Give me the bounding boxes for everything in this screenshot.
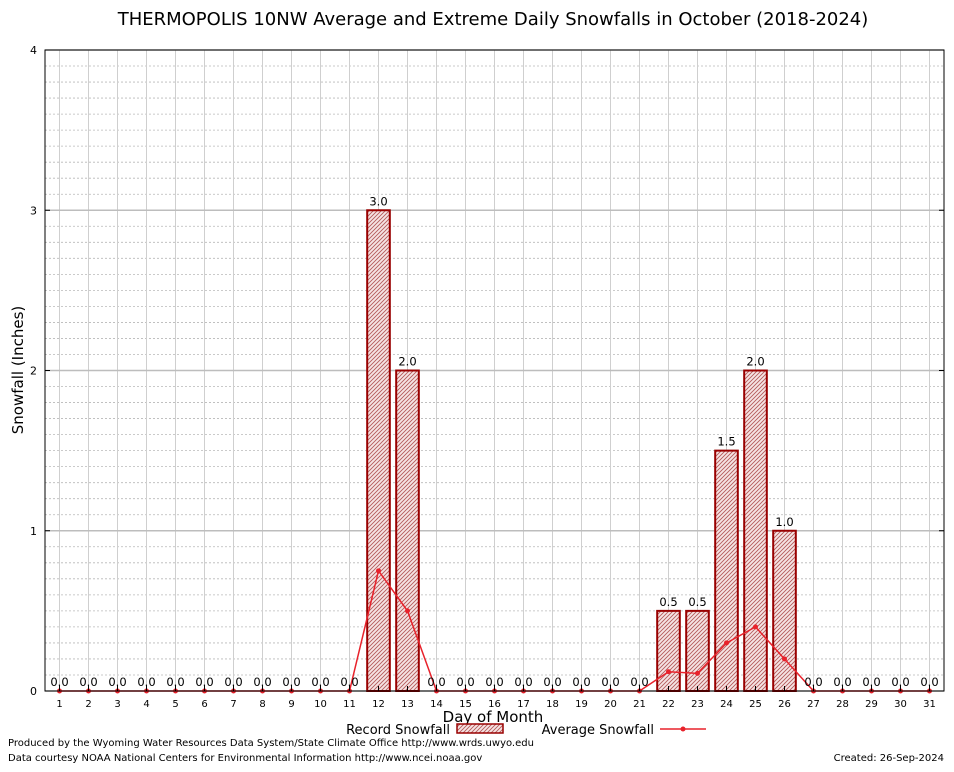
data-label: 0.0 [79,675,97,689]
x-tick-label: 7 [230,699,236,710]
x-tick-label: 13 [401,699,414,710]
data-label: 3.0 [369,194,387,208]
x-tick-label: 18 [546,699,559,710]
average-point [666,669,671,675]
average-point [695,670,700,676]
x-tick-label: 16 [488,699,501,710]
footer-data-courtesy: Data courtesy NOAA National Centers for … [8,753,483,764]
record-bar [395,369,420,692]
data-label: 0.0 [340,675,358,689]
legend: Record Snowfall Average Snowfall [346,723,706,738]
x-tick-label: 30 [894,699,907,710]
record-bar [366,209,391,692]
data-label: 0.0 [282,675,300,689]
x-tick-label: 19 [575,699,588,710]
grid [45,49,944,692]
average-point [405,608,410,614]
x-tick-label: 15 [459,699,472,710]
x-tick-label: 21 [633,699,646,710]
data-label: 0.0 [572,675,590,689]
y-tick-label: 0 [30,685,37,698]
x-tick-label: 26 [778,699,791,710]
footer-produced-by: Produced by the Wyoming Water Resources … [8,738,534,749]
data-label: 0.0 [485,675,503,689]
average-point [376,568,381,574]
data-label: 0.0 [195,675,213,689]
data-label: 0.5 [688,595,706,609]
data-label: 0.0 [630,675,648,689]
x-tick-label: 31 [923,699,936,710]
value-labels: 0.0 0.0 0.0 0.0 0.0 0.0 0.0 0.0 0.0 0.0 0.0 3.0 2.0 0… [50,194,938,689]
x-tick-label: 22 [662,699,675,710]
chart-title: THERMOPOLIS 10NW Average and Extreme Dai… [117,9,869,30]
x-tick-label: 28 [836,699,849,710]
y-tick-label: 4 [30,44,37,57]
x-tick-label: 2 [85,699,91,710]
legend-record-label: Record Snowfall [346,723,450,738]
y-tick-label: 1 [30,525,37,538]
data-label: 0.0 [137,675,155,689]
data-label: 0.5 [659,595,677,609]
x-tick-label: 10 [314,699,327,710]
average-point [724,640,729,646]
x-tick-label: 27 [807,699,820,710]
x-tick-label: 6 [201,699,207,710]
data-label: 0.0 [311,675,329,689]
x-tick-label: 12 [372,699,385,710]
record-bars [366,209,797,692]
x-tick-label: 25 [749,699,762,710]
data-label: 0.0 [224,675,242,689]
x-tick-label: 11 [343,699,356,710]
data-label: 1.0 [775,515,793,529]
legend-average-label: Average Snowfall [542,723,654,738]
x-tick-label: 1 [56,699,62,710]
data-label: 2.0 [398,355,416,369]
data-label: 0.0 [804,675,822,689]
data-label: 0.0 [253,675,271,689]
record-bar [685,609,710,692]
data-label: 0.0 [920,675,938,689]
x-tick-label: 4 [143,699,149,710]
y-tick-label: 3 [30,204,37,217]
data-label: 0.0 [108,675,126,689]
data-label: 0.0 [456,675,474,689]
data-label: 0.0 [514,675,532,689]
data-label: 0.0 [891,675,909,689]
data-label: 0.0 [50,675,68,689]
legend-record-swatch [456,723,504,734]
footer-created: Created: 26-Sep-2024 [833,753,944,764]
legend-average-marker [680,726,686,732]
x-tick-label: 5 [172,699,178,710]
data-label: 0.0 [601,675,619,689]
record-bar [714,449,739,692]
average-point [753,624,758,630]
data-label: 0.0 [862,675,880,689]
x-axis-label: Day of Month [443,708,544,726]
x-tick-label: 20 [604,699,617,710]
record-bar [656,609,681,692]
y-axis-label: Snowfall (Inches) [9,306,27,434]
data-label: 0.0 [166,675,184,689]
x-tick-label: 23 [691,699,704,710]
x-tick-label: 9 [288,699,294,710]
y-tick-label: 2 [30,365,37,378]
data-label: 0.0 [427,675,445,689]
data-label: 2.0 [746,355,764,369]
average-point [782,656,787,662]
data-label: 0.0 [833,675,851,689]
data-label: 0.0 [543,675,561,689]
x-tick-label: 29 [865,699,878,710]
data-label: 1.5 [717,435,735,449]
x-tick-label: 8 [259,699,265,710]
x-tick-label: 17 [517,699,530,710]
record-bar [743,369,768,692]
x-tick-label: 24 [720,699,733,710]
x-tick-label: 14 [430,699,443,710]
x-tick-label: 3 [114,699,120,710]
